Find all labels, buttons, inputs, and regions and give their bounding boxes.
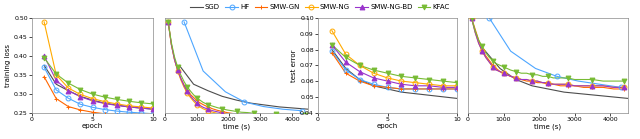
Y-axis label: training loss: training loss: [5, 44, 12, 87]
X-axis label: time (s): time (s): [223, 123, 250, 130]
Legend: SGD, HF, SMW-GN, SMW-NG, SMW-NG-BD, KFAC: SGD, HF, SMW-GN, SMW-NG, SMW-NG-BD, KFAC: [189, 3, 451, 11]
X-axis label: epoch: epoch: [82, 123, 103, 129]
Y-axis label: test error: test error: [291, 49, 298, 82]
X-axis label: epoch: epoch: [377, 123, 398, 129]
X-axis label: time (s): time (s): [534, 123, 561, 130]
